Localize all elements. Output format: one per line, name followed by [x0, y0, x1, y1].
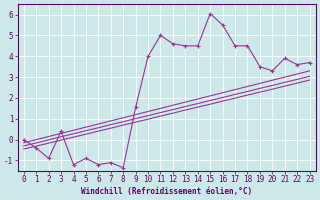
X-axis label: Windchill (Refroidissement éolien,°C): Windchill (Refroidissement éolien,°C) [81, 187, 252, 196]
